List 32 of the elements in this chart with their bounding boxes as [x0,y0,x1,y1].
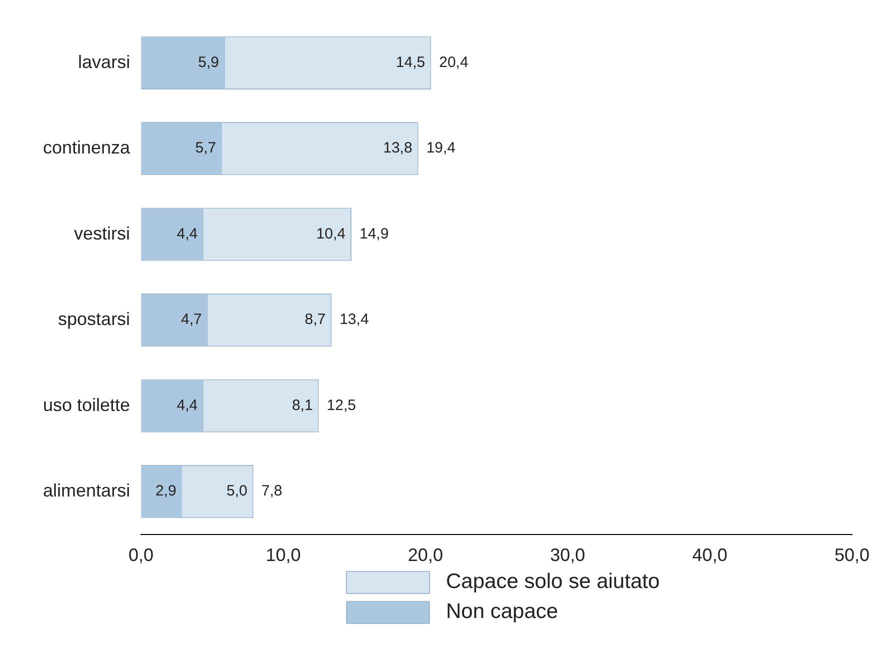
x-tick-label: 40,0 [692,545,728,566]
data-label: 5,9 [198,54,219,72]
total-label: 13,4 [340,311,369,328]
data-label: 2,9 [155,482,176,500]
total-label: 19,4 [426,140,456,157]
total-label: 12,5 [326,396,356,414]
data-label: 13,8 [383,140,412,157]
data-label: 4,4 [176,225,198,242]
data-label: 14,5 [396,54,426,72]
x-tick-label: 50,0 [834,545,870,566]
data-label: 4,7 [181,311,202,328]
legend-label: Capace solo se aiutato [446,570,660,594]
x-tick-label: 30,0 [550,545,586,566]
data-label: 4,4 [176,396,198,414]
x-tick-label: 0,0 [128,545,154,566]
legend-label: Non capace [446,600,558,624]
total-label: 14,9 [360,225,389,242]
data-label: 8,1 [292,396,313,414]
y-tick-label: continenza [42,138,132,158]
total-label: 20,4 [439,54,468,72]
data-label: 5,7 [195,140,216,157]
y-tick-label: vestirsi [74,223,130,244]
total-label: 7,8 [261,482,282,500]
y-tick-label: alimentarsi [43,480,130,500]
x-tick-label: 10,0 [266,545,301,566]
data-label: 8,7 [304,311,326,328]
y-tick-label: lavarsi [78,52,130,72]
y-tick-label: spostarsi [58,309,130,330]
data-label: 5,0 [226,482,248,500]
y-tick-label: uso toilette [43,394,130,415]
data-label: 10,4 [316,225,346,242]
x-tick-label: 20,0 [408,545,443,566]
